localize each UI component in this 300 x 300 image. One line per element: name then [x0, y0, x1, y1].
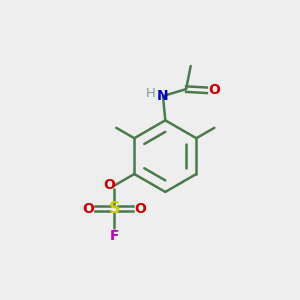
Text: N: N — [157, 89, 169, 103]
Text: O: O — [103, 178, 115, 192]
Text: O: O — [134, 202, 146, 216]
Text: F: F — [110, 229, 119, 243]
Text: S: S — [109, 201, 120, 216]
Text: O: O — [82, 202, 94, 216]
Text: H: H — [146, 87, 156, 100]
Text: O: O — [208, 83, 220, 97]
